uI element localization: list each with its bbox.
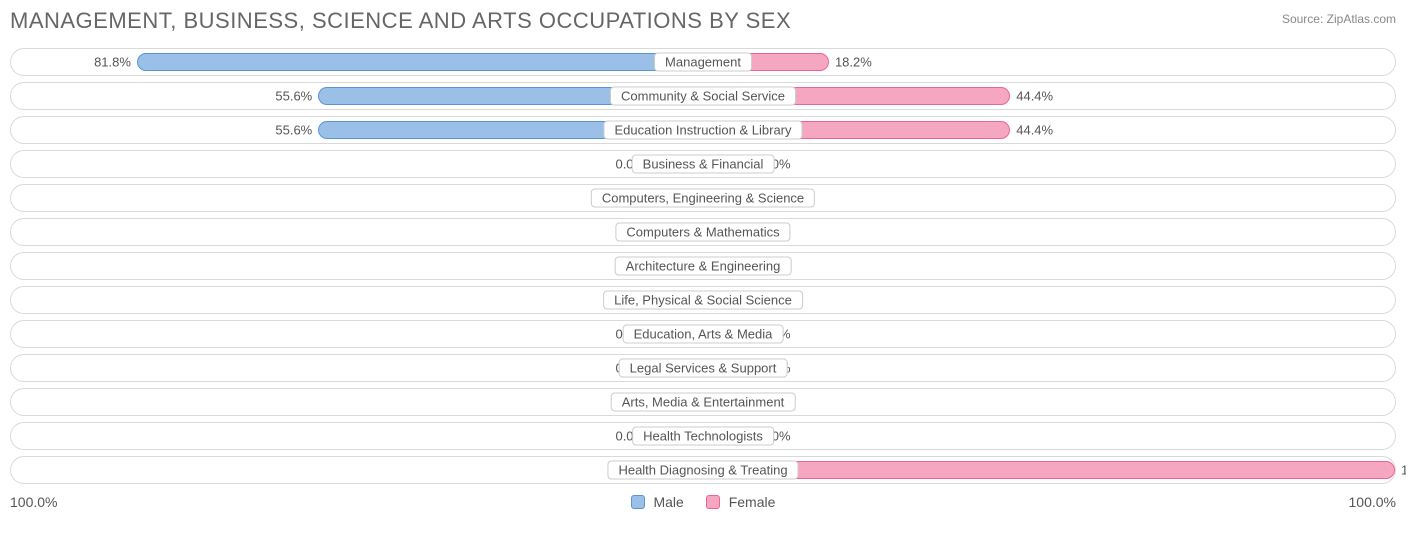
female-pct-label: 18.2%: [835, 55, 872, 70]
category-label: Education, Arts & Media: [623, 325, 784, 344]
category-label: Health Technologists: [632, 427, 774, 446]
legend-female: Female: [706, 494, 776, 510]
chart-footer: 100.0% Male Female 100.0%: [10, 494, 1396, 510]
chart-header: MANAGEMENT, BUSINESS, SCIENCE AND ARTS O…: [10, 8, 1396, 34]
swatch-male: [631, 495, 645, 509]
female-pct-label: 44.4%: [1016, 89, 1053, 104]
male-pct-label: 55.6%: [275, 123, 312, 138]
chart-row: 55.6% 44.4% Community & Social Service: [10, 82, 1396, 110]
female-pct-label: 100.0%: [1401, 463, 1406, 478]
chart-row: 55.6% 44.4% Education Instruction & Librar…: [10, 116, 1396, 144]
chart-source: Source: ZipAtlas.com: [1282, 12, 1396, 26]
male-pct-label: 55.6%: [275, 89, 312, 104]
chart-row: 0.0%100.0%Health Diagnosing & Treating: [10, 456, 1396, 484]
category-label: Community & Social Service: [610, 87, 796, 106]
female-bar: [703, 461, 1395, 479]
chart-row: 0.0%0.0%Computers, Engineering & Science: [10, 184, 1396, 212]
category-label: Management: [654, 53, 752, 72]
chart-rows: 81.8% 18.2% Management 55.6% 44.4% Community …: [10, 48, 1396, 484]
swatch-female: [706, 495, 720, 509]
axis-right-label: 100.0%: [1349, 494, 1396, 510]
axis-left-label: 100.0%: [10, 494, 57, 510]
legend-male: Male: [631, 494, 684, 510]
category-label: Computers, Engineering & Science: [591, 189, 815, 208]
category-label: Computers & Mathematics: [615, 223, 790, 242]
category-label: Architecture & Engineering: [615, 257, 792, 276]
chart-row: 0.0%0.0%Architecture & Engineering: [10, 252, 1396, 280]
category-label: Arts, Media & Entertainment: [611, 393, 796, 412]
category-label: Business & Financial: [632, 155, 775, 174]
male-bar: [137, 53, 703, 71]
category-label: Health Diagnosing & Treating: [607, 461, 798, 480]
chart-row: 0.0%0.0%Legal Services & Support: [10, 354, 1396, 382]
chart-row: 0.0%0.0%Arts, Media & Entertainment: [10, 388, 1396, 416]
legend-female-label: Female: [729, 494, 776, 510]
chart-row: 0.0%0.0%Business & Financial: [10, 150, 1396, 178]
category-label: Legal Services & Support: [619, 359, 788, 378]
male-pct-label: 81.8%: [94, 55, 131, 70]
chart-row: 0.0%0.0%Computers & Mathematics: [10, 218, 1396, 246]
legend-male-label: Male: [653, 494, 683, 510]
chart-row: 0.0%0.0%Life, Physical & Social Science: [10, 286, 1396, 314]
chart-row: 0.0%0.0%Health Technologists: [10, 422, 1396, 450]
category-label: Life, Physical & Social Science: [603, 291, 803, 310]
category-label: Education Instruction & Library: [603, 121, 802, 140]
chart-row: 81.8% 18.2% Management: [10, 48, 1396, 76]
chart-title: MANAGEMENT, BUSINESS, SCIENCE AND ARTS O…: [10, 8, 791, 34]
female-pct-label: 44.4%: [1016, 123, 1053, 138]
chart-row: 0.0%0.0%Education, Arts & Media: [10, 320, 1396, 348]
legend: Male Female: [631, 494, 776, 510]
